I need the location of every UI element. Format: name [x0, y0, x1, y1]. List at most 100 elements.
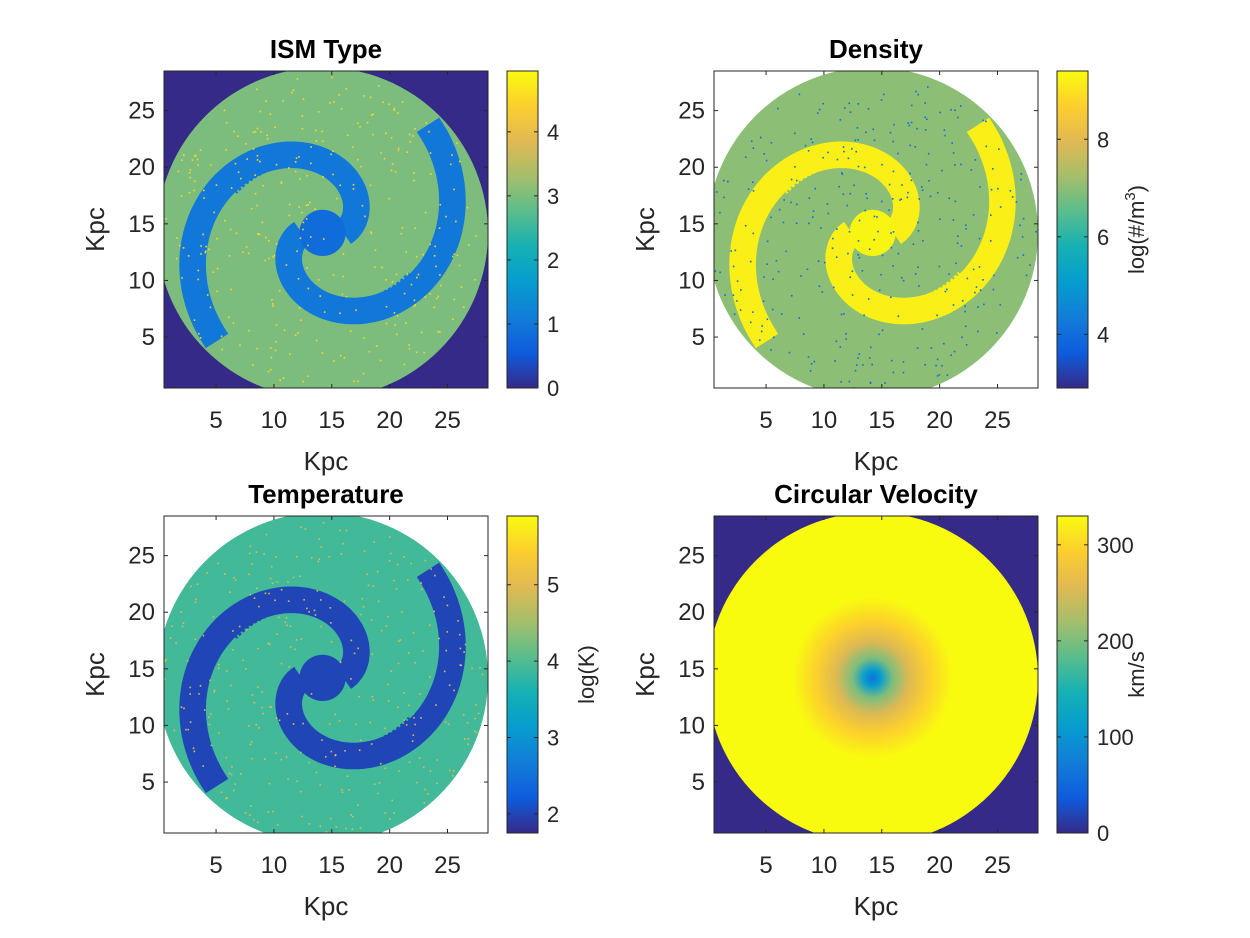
colorbar [1056, 70, 1089, 389]
x-tick-label: 10 [261, 852, 288, 879]
colorbar-tick-label: 8 [1097, 127, 1109, 152]
colorbar [506, 70, 539, 389]
thin-arm [839, 258, 961, 304]
y-tick-label: 20 [128, 154, 155, 181]
colorbar-tick-label: 5 [547, 573, 559, 598]
y-tick-label: 25 [678, 98, 705, 125]
x-tick-label: 15 [318, 852, 345, 879]
spiral-arm [275, 117, 466, 325]
spiral-arm [825, 117, 1016, 325]
galactic-core [849, 209, 896, 257]
galactic-core [299, 654, 346, 702]
y-tick-label: 10 [678, 712, 705, 739]
heatmap-image [164, 516, 488, 833]
x-tick-label: 5 [209, 407, 222, 434]
speckle-noise [714, 86, 1037, 388]
axes-box [713, 70, 1039, 389]
colorbar-label: log(#/m3) [1122, 185, 1149, 274]
colorbar [1056, 515, 1089, 834]
x-tick-label: 10 [261, 407, 288, 434]
x-tick-label: 20 [926, 407, 953, 434]
colorbar-tick-label: 100 [1097, 725, 1134, 750]
y-axis-label: Kpc [80, 652, 110, 697]
y-tick-label: 25 [128, 98, 155, 125]
heatmap-image [714, 516, 1038, 833]
colorbar-tick-label: 4 [547, 649, 559, 674]
y-axis-label: Kpc [630, 652, 660, 697]
spiral-arm [729, 141, 920, 349]
colorbar-tick-label: 1 [547, 312, 559, 337]
y-tick-label: 15 [128, 656, 155, 683]
axes-box [163, 70, 489, 389]
x-tick-label: 5 [759, 407, 772, 434]
colorbar-tick-label: 0 [1097, 821, 1109, 846]
chart-title: Temperature [248, 479, 404, 509]
x-tick-label: 25 [434, 852, 461, 879]
colorbar-tick-label: 2 [547, 248, 559, 273]
x-tick-label: 10 [811, 407, 838, 434]
colorbar-label: log(K) [574, 645, 599, 704]
panel-2: 5 10 15 20 25 5 10 15 20 25 Temperature Kpc Kpc 2 3 4 5 l… [80, 479, 599, 921]
y-tick-label: 20 [678, 154, 705, 181]
x-tick-label: 15 [868, 852, 895, 879]
speckle-noise [164, 521, 484, 833]
x-tick-label: 10 [811, 852, 838, 879]
y-tick-label: 5 [692, 324, 705, 351]
chart-title: Density [829, 34, 923, 64]
colorbar-tick-label: 4 [547, 120, 559, 145]
thin-arm [234, 162, 356, 208]
y-tick-label: 5 [142, 769, 155, 796]
thin-arm [289, 703, 411, 749]
speckle-noise [165, 76, 477, 383]
x-tick-label: 25 [434, 407, 461, 434]
panel-0: 5 10 15 20 25 5 10 15 20 25 ISM Type Kpc Kpc 0 1 2 3 4 [80, 34, 559, 476]
colorbar-tick-label: 200 [1097, 629, 1134, 654]
colorbar-tick-label: 6 [1097, 225, 1109, 250]
galaxy-disk [714, 516, 1038, 833]
y-tick-label: 5 [692, 769, 705, 796]
x-axis-label: Kpc [854, 446, 899, 476]
x-tick-label: 5 [759, 852, 772, 879]
y-axis-label: Kpc [630, 207, 660, 252]
galactic-core [299, 209, 346, 257]
y-axis-label: Kpc [80, 207, 110, 252]
x-axis-label: Kpc [304, 446, 349, 476]
colorbar-tick-label: 0 [547, 376, 559, 401]
colorbar [506, 515, 539, 834]
y-tick-label: 20 [128, 599, 155, 626]
colorbar-label: km/s [1124, 651, 1149, 697]
x-tick-label: 25 [984, 407, 1011, 434]
colorbar-tick-label: 2 [547, 802, 559, 827]
y-tick-label: 10 [128, 712, 155, 739]
chart-title: ISM Type [270, 34, 382, 64]
panel-3: 5 10 15 20 25 5 10 15 20 25 Circular Velocity Kpc Kp… [630, 479, 1149, 921]
x-tick-label: 20 [376, 407, 403, 434]
spiral-arm [275, 562, 466, 770]
x-axis-label: Kpc [854, 891, 899, 921]
x-tick-label: 20 [376, 852, 403, 879]
x-tick-label: 20 [926, 852, 953, 879]
colorbar-tick-label: 4 [1097, 322, 1109, 347]
x-tick-label: 15 [318, 407, 345, 434]
y-tick-label: 20 [678, 599, 705, 626]
x-axis-label: Kpc [304, 891, 349, 921]
spiral-arm [179, 141, 370, 349]
y-tick-label: 10 [128, 267, 155, 294]
thin-arm [784, 162, 906, 208]
x-tick-label: 15 [868, 407, 895, 434]
chart-title: Circular Velocity [774, 479, 978, 509]
y-tick-label: 15 [678, 211, 705, 238]
spiral-arm [179, 586, 370, 794]
colorbar-tick-label: 3 [547, 726, 559, 751]
y-tick-label: 15 [678, 656, 705, 683]
y-tick-label: 5 [142, 324, 155, 351]
axes-box [713, 515, 1039, 834]
y-tick-label: 25 [678, 543, 705, 570]
y-tick-label: 10 [678, 267, 705, 294]
panel-1: 5 10 15 20 25 5 10 15 20 25 Density Kpc Kpc 4 6 8 log(#/… [630, 34, 1149, 476]
colorbar-tick-label: 300 [1097, 533, 1134, 558]
heatmap-image [164, 71, 488, 388]
y-tick-label: 15 [128, 211, 155, 238]
colorbar-tick-label: 3 [547, 184, 559, 209]
